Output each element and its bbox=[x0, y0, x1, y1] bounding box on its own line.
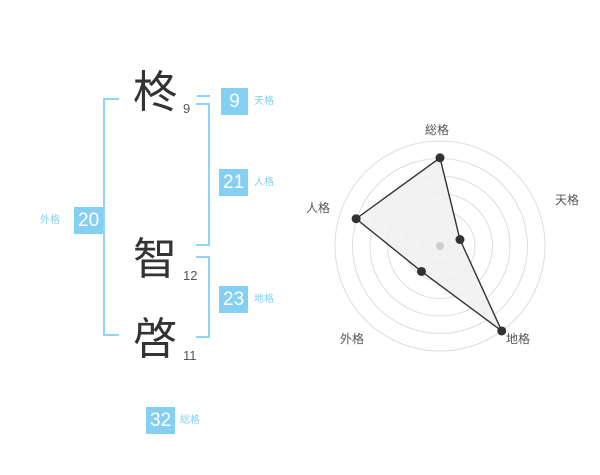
kakusu-value-chikaku: 23 bbox=[219, 286, 249, 313]
radar-axis-label-外格: 外格 bbox=[340, 332, 365, 346]
tenkaku-tick bbox=[197, 95, 210, 97]
kanji-character-3: 啓 bbox=[133, 314, 177, 365]
kakusu-label-soukaku: 総格 bbox=[180, 415, 200, 426]
stroke-count-2: 12 bbox=[183, 268, 198, 283]
radar-center-dot bbox=[436, 242, 444, 250]
stroke-count-3: 11 bbox=[183, 348, 197, 363]
radar-axis-label-総格: 総格 bbox=[425, 123, 450, 137]
radar-axis-label-天格: 天格 bbox=[555, 193, 580, 207]
chikaku-bracket bbox=[196, 256, 210, 338]
kakusu-label-tenkaku: 天格 bbox=[254, 96, 274, 107]
kakusu-label-gaikaku: 外格 bbox=[40, 215, 60, 226]
gaikaku-bracket bbox=[103, 98, 119, 336]
kakusu-label-jinkaku: 人格 bbox=[254, 177, 274, 188]
kakusu-value-gaikaku: 20 bbox=[74, 207, 104, 234]
radar-point-外格 bbox=[416, 266, 426, 276]
kanji-character-1: 柊 bbox=[133, 67, 177, 118]
jinkaku-bracket bbox=[196, 103, 210, 246]
radar-data-polygon bbox=[354, 156, 503, 332]
radar-axis-label-人格: 人格 bbox=[306, 201, 331, 215]
kakusu-value-tenkaku: 9 bbox=[221, 88, 248, 115]
kakusu-value-jinkaku: 21 bbox=[219, 169, 249, 196]
kanji-character-2: 智 bbox=[133, 234, 177, 285]
radar-chart-panel: 総格天格地格 外格 人格 bbox=[300, 0, 600, 470]
radar-ring-6 bbox=[334, 140, 546, 352]
radar-chart bbox=[334, 140, 546, 352]
kakusu-value-soukaku: 32 bbox=[146, 407, 176, 434]
radar-point-地格 bbox=[497, 326, 507, 336]
radar-point-総格 bbox=[435, 153, 445, 163]
kakusu-label-chikaku: 地格 bbox=[254, 294, 274, 305]
stroke-count-1: 9 bbox=[183, 101, 191, 116]
name-kakusu-panel: 柊 智 啓 9 12 11 9 天格 21 人格 23 地格 20 外格 32 … bbox=[0, 0, 300, 470]
radar-axis-label-地格: 地格 bbox=[506, 332, 531, 346]
radar-point-天格 bbox=[455, 235, 465, 245]
radar-point-人格 bbox=[351, 214, 361, 224]
